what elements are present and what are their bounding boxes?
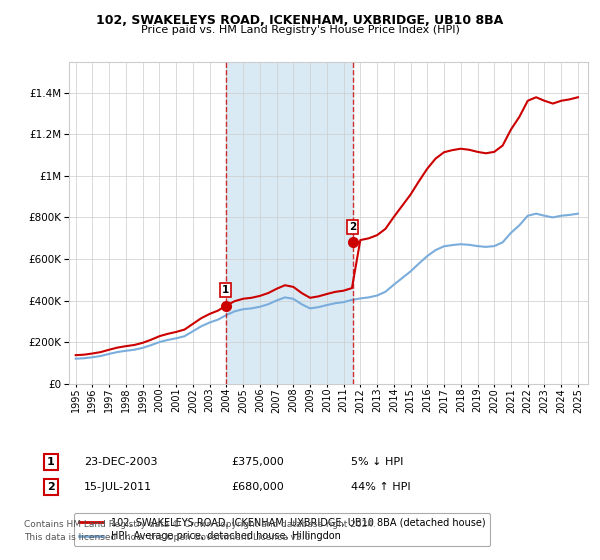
Text: 23-DEC-2003: 23-DEC-2003 xyxy=(84,457,157,467)
Text: £375,000: £375,000 xyxy=(231,457,284,467)
Bar xyxy=(226,62,353,384)
Text: Price paid vs. HM Land Registry's House Price Index (HPI): Price paid vs. HM Land Registry's House … xyxy=(140,25,460,35)
Text: 102, SWAKELEYS ROAD, ICKENHAM, UXBRIDGE, UB10 8BA: 102, SWAKELEYS ROAD, ICKENHAM, UXBRIDGE,… xyxy=(97,14,503,27)
Text: £680,000: £680,000 xyxy=(231,482,284,492)
Text: 5% ↓ HPI: 5% ↓ HPI xyxy=(351,457,403,467)
Text: 1: 1 xyxy=(222,285,229,295)
Text: 2: 2 xyxy=(47,482,55,492)
Text: 1: 1 xyxy=(47,457,55,467)
Text: 44% ↑ HPI: 44% ↑ HPI xyxy=(351,482,410,492)
Legend: 102, SWAKELEYS ROAD, ICKENHAM, UXBRIDGE, UB10 8BA (detached house), HPI: Average: 102, SWAKELEYS ROAD, ICKENHAM, UXBRIDGE,… xyxy=(74,512,490,546)
Text: 2: 2 xyxy=(349,222,356,232)
Text: Contains HM Land Registry data © Crown copyright and database right 2024.: Contains HM Land Registry data © Crown c… xyxy=(24,520,376,529)
Text: 15-JUL-2011: 15-JUL-2011 xyxy=(84,482,152,492)
Text: This data is licensed under the Open Government Licence v3.0.: This data is licensed under the Open Gov… xyxy=(24,533,313,542)
